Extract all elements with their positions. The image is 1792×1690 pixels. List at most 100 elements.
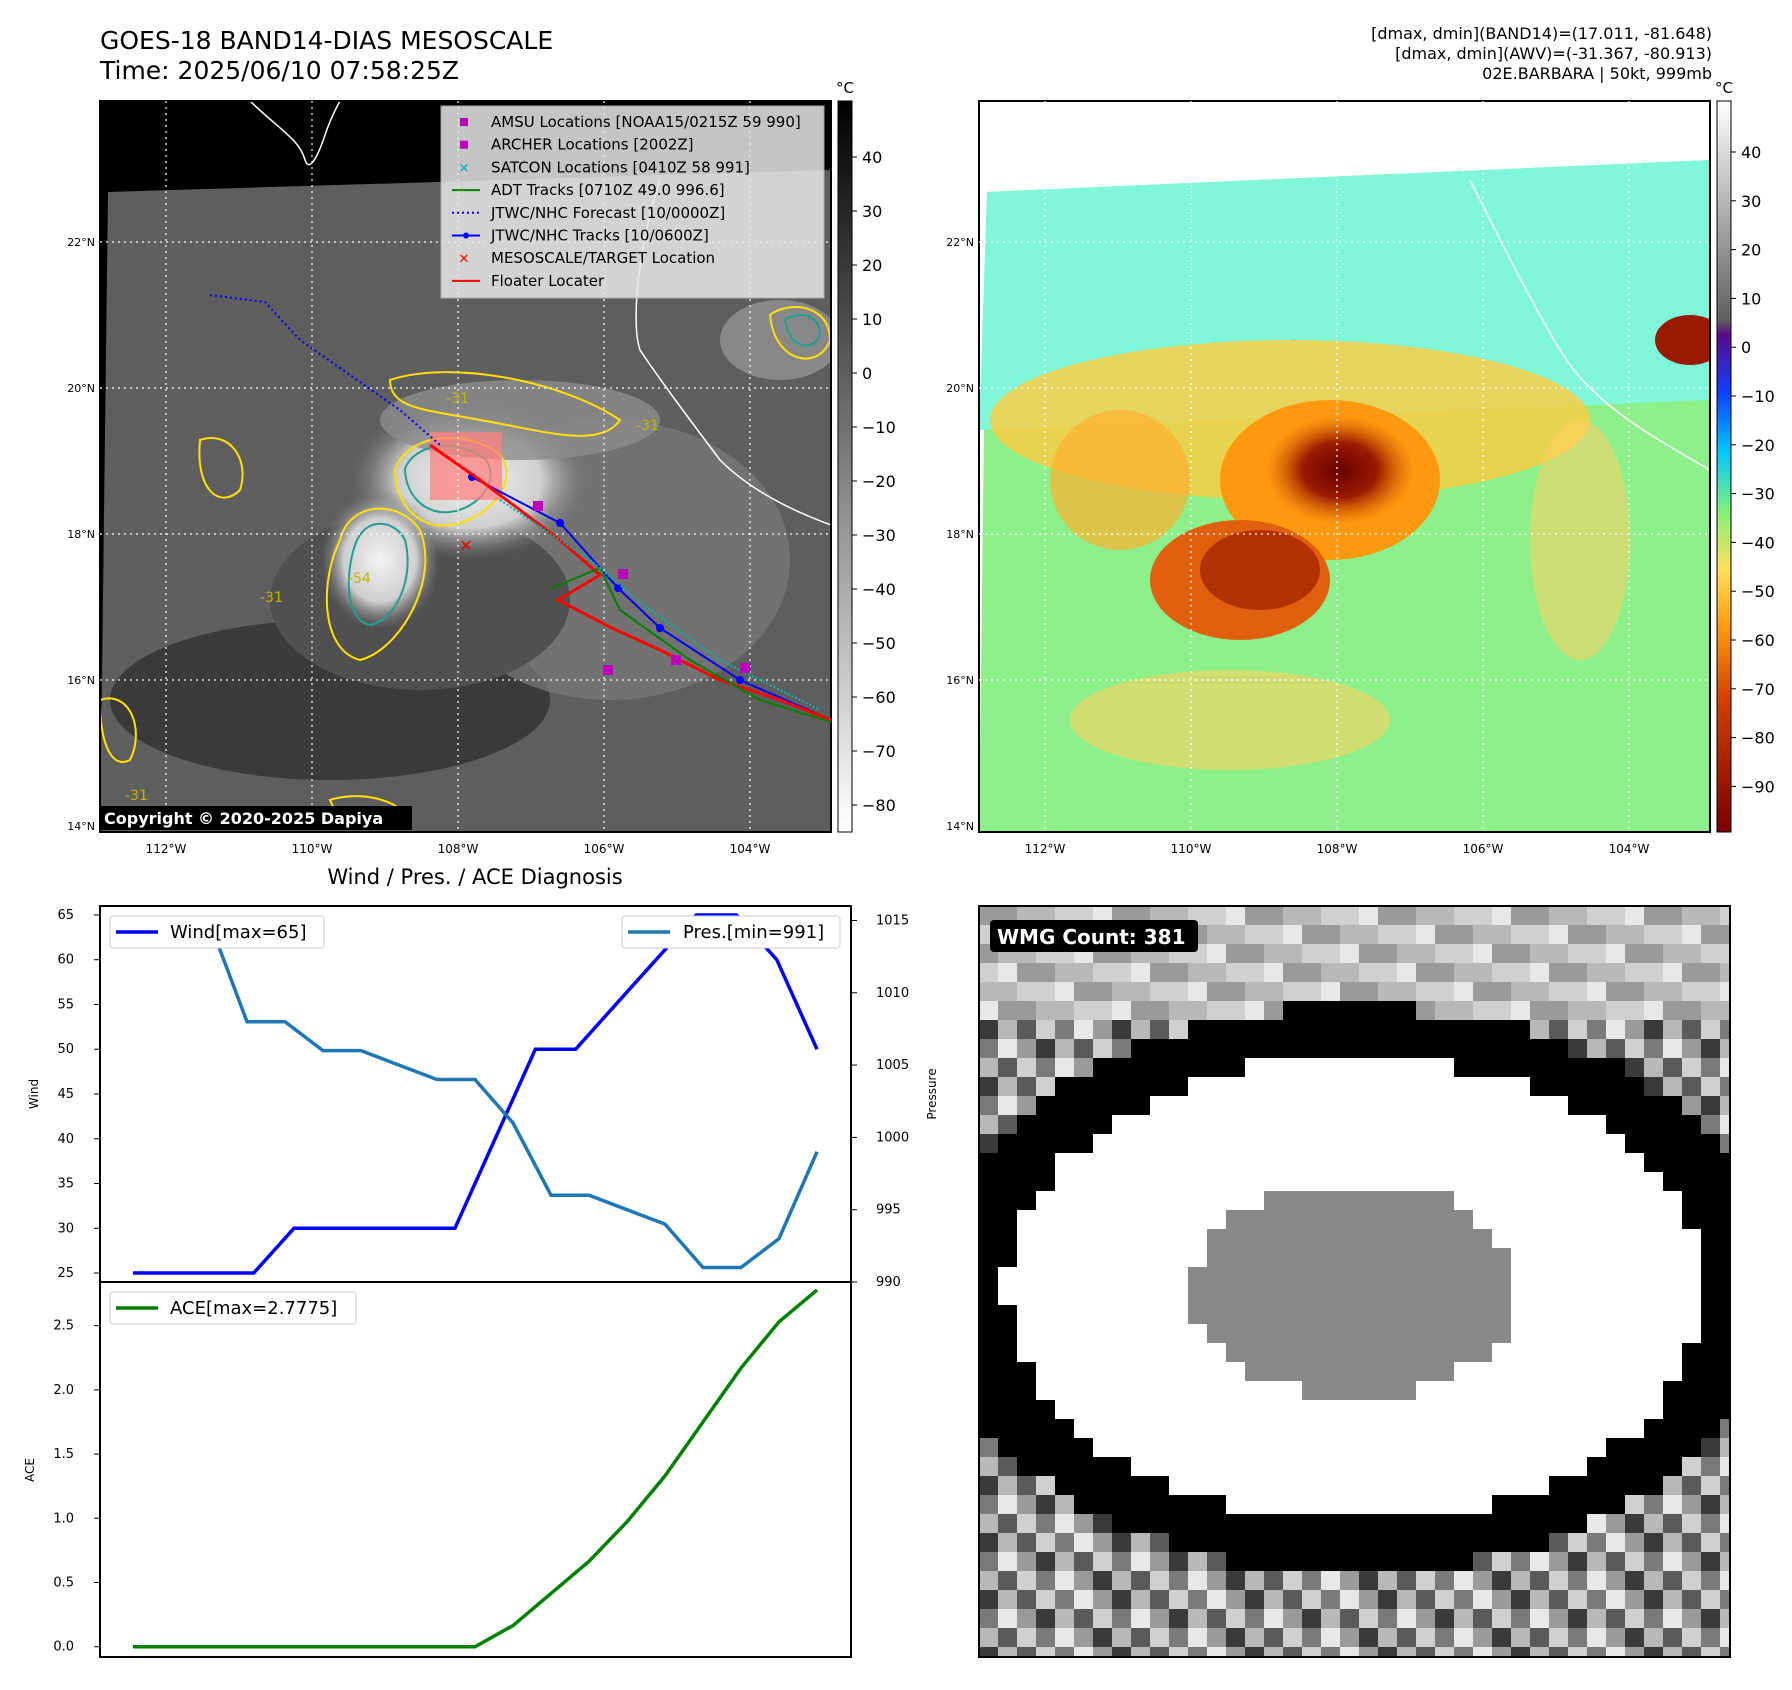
wmg-cell <box>1644 982 1663 1001</box>
wmg-cell <box>1074 1172 1093 1191</box>
wmg-cell <box>1492 1419 1511 1438</box>
wmg-cell <box>1074 1305 1093 1324</box>
wmg-cell <box>1283 1514 1302 1533</box>
wmg-cell <box>1587 1039 1606 1058</box>
wmg-cell <box>1093 1001 1112 1020</box>
wmg-cell <box>1302 1229 1321 1248</box>
wmg-cell <box>1682 1096 1701 1115</box>
wmg-cell <box>1150 1286 1169 1305</box>
wmg-cell <box>1207 1096 1226 1115</box>
colorbar-tick-label: 30 <box>1741 192 1761 211</box>
wmg-cell <box>1416 1533 1435 1552</box>
wmg-cell <box>1093 1476 1112 1495</box>
wmg-cell <box>1682 1533 1701 1552</box>
wmg-cell <box>1321 1476 1340 1495</box>
wmg-cell <box>1017 1647 1036 1657</box>
wmg-cell <box>1568 1438 1587 1457</box>
wmg-cell <box>1701 1305 1720 1324</box>
wmg-cell <box>1017 1381 1036 1400</box>
wmg-cell <box>1112 1362 1131 1381</box>
wmg-cell <box>1720 1533 1730 1552</box>
wmg-cell <box>1302 1476 1321 1495</box>
wmg-cell <box>1378 1229 1397 1248</box>
wmg-cell <box>1701 1286 1720 1305</box>
wmg-cell <box>1017 1039 1036 1058</box>
wmg-cell <box>1511 1020 1530 1039</box>
wmg-cell <box>1131 1495 1150 1514</box>
wmg-cell <box>1321 963 1340 982</box>
wmg-cell <box>1055 1571 1074 1590</box>
wmg-cell <box>1017 1552 1036 1571</box>
wmg-cell <box>1568 1476 1587 1495</box>
wmg-cell <box>1682 982 1701 1001</box>
wmg-cell <box>1473 1039 1492 1058</box>
lat-tick-label: 14°N <box>67 820 95 833</box>
wmg-cell <box>979 1134 998 1153</box>
colorbar-tick-label: −20 <box>862 472 896 491</box>
wmg-cell <box>1131 1229 1150 1248</box>
wmg-cell <box>1264 1343 1283 1362</box>
wmg-cell <box>1131 1172 1150 1191</box>
amsu-marker <box>671 655 681 665</box>
wmg-cell <box>1397 944 1416 963</box>
wmg-cell <box>1511 1039 1530 1058</box>
wmg-cell <box>1511 1096 1530 1115</box>
wmg-cell <box>1150 1267 1169 1286</box>
wmg-cell <box>1283 1476 1302 1495</box>
wmg-cell <box>1321 1571 1340 1590</box>
color-colorbar-unit: °C <box>1715 79 1733 97</box>
wmg-cell <box>1473 1609 1492 1628</box>
wmg-cell <box>1036 1058 1055 1077</box>
wmg-cell <box>1682 1647 1701 1657</box>
wmg-cell <box>1682 1476 1701 1495</box>
wmg-cell <box>1302 1058 1321 1077</box>
wmg-cell <box>1530 1457 1549 1476</box>
wmg-cell <box>1606 1324 1625 1343</box>
legend-label: JTWC/NHC Forecast [10/0000Z] <box>490 204 725 222</box>
wmg-cell <box>1701 1134 1720 1153</box>
lat-tick-label: 20°N <box>946 382 974 395</box>
wmg-cell <box>1245 1476 1264 1495</box>
wmg-cell <box>1663 1001 1682 1020</box>
wmg-cell <box>1359 963 1378 982</box>
wmg-cell <box>1644 1305 1663 1324</box>
wmg-cell <box>1340 1286 1359 1305</box>
wmg-cell <box>1264 944 1283 963</box>
wmg-cell <box>1454 1191 1473 1210</box>
wmg-cell <box>1169 1476 1188 1495</box>
wmg-cell <box>1435 1229 1454 1248</box>
wmg-cell <box>1074 1609 1093 1628</box>
wmg-cell <box>1264 1058 1283 1077</box>
wind-pressure-chart[interactable]: 2530354045505560659909951000100510101015… <box>57 905 909 1290</box>
wmg-cell <box>1454 1134 1473 1153</box>
wmg-cell <box>1036 1134 1055 1153</box>
wmg-panel[interactable] <box>978 905 1731 1658</box>
wmg-cell <box>1625 1096 1644 1115</box>
wmg-cell <box>1302 1286 1321 1305</box>
wmg-cell <box>1587 1438 1606 1457</box>
wmg-cell <box>1188 1058 1207 1077</box>
wmg-cell <box>998 1001 1017 1020</box>
wmg-cell <box>1017 1305 1036 1324</box>
wmg-cell <box>1663 1609 1682 1628</box>
ace-tick-label: 1.5 <box>53 1447 74 1462</box>
wmg-cell <box>1530 1628 1549 1647</box>
color-map[interactable] <box>978 100 1725 833</box>
wmg-cell <box>1511 1229 1530 1248</box>
wmg-cell <box>1093 1039 1112 1058</box>
wmg-cell <box>1644 1229 1663 1248</box>
wmg-cell <box>1055 1077 1074 1096</box>
wmg-cell <box>1492 1362 1511 1381</box>
wmg-cell <box>1074 1248 1093 1267</box>
wmg-cell <box>1169 1343 1188 1362</box>
wmg-cell <box>1473 1001 1492 1020</box>
wmg-cell <box>1378 1058 1397 1077</box>
wmg-cell <box>1074 1571 1093 1590</box>
wmg-cell <box>1150 1001 1169 1020</box>
wmg-cell <box>1245 1514 1264 1533</box>
wmg-cell <box>1663 1381 1682 1400</box>
wmg-cell <box>1492 1343 1511 1362</box>
wmg-cell <box>1150 1609 1169 1628</box>
wmg-cell <box>1302 1248 1321 1267</box>
